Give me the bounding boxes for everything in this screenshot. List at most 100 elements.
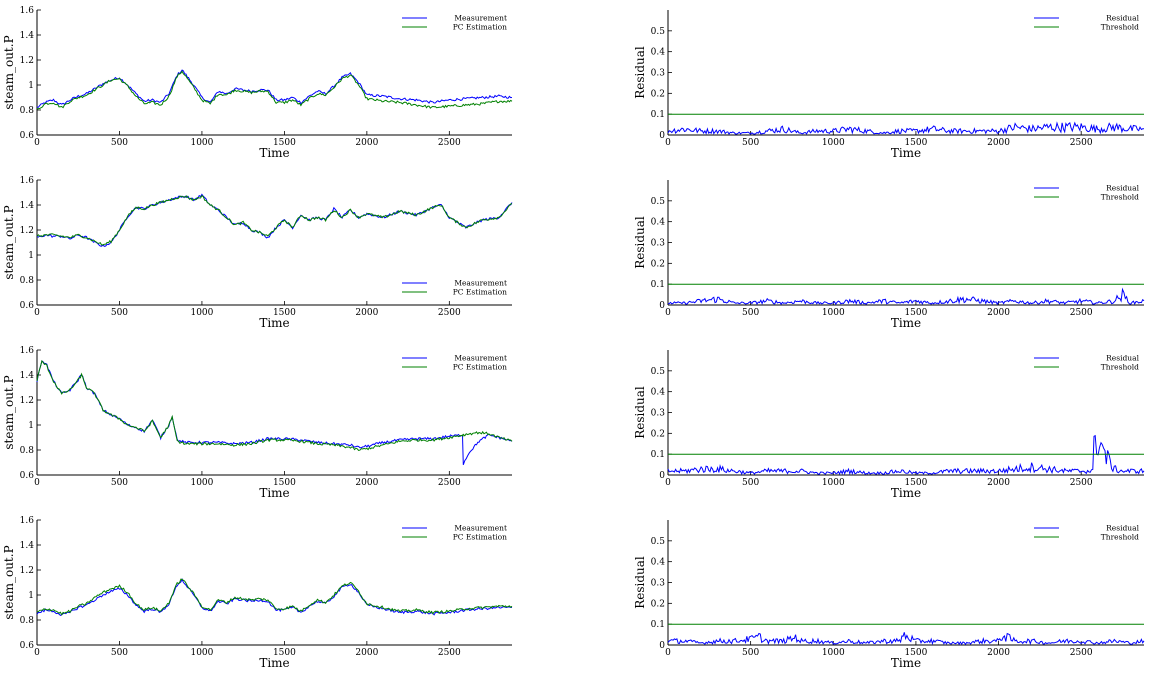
y-tick-label: 1.6 — [20, 176, 35, 186]
y-tick-label: 1.2 — [20, 226, 34, 236]
x-tick-label: 0 — [665, 648, 671, 658]
x-tick-label: 500 — [111, 648, 128, 658]
x-tick-label: 2500 — [1070, 648, 1093, 658]
x-tick-label: 2500 — [1070, 138, 1093, 148]
x-tick-label: 1000 — [190, 478, 213, 488]
y-tick-label: 0 — [659, 301, 665, 311]
x-tick-label: 500 — [111, 478, 128, 488]
y-axis-label: Residual — [633, 386, 647, 439]
legend-label: Measurement — [454, 14, 507, 23]
x-tick-label: 500 — [742, 308, 759, 318]
y-tick-label: 0.3 — [651, 409, 666, 419]
y-axis-label: Residual — [633, 46, 647, 99]
chart-panel-right-1: 0 500 1000 1500 2000 2500 0 0.1 0.2 0.3 0.4 0.5 Time… — [633, 10, 1144, 160]
chart-panel-right-4: 0 500 1000 1500 2000 2500 0 0.1 0.2 0.3 0.4 0.5 Time… — [633, 520, 1145, 670]
x-tick-label: 2500 — [1070, 308, 1093, 318]
y-axis-label: steam_out.P — [2, 205, 16, 279]
chart-panel-left-4: 0 500 1000 1500 2000 2500 0.6 0.8 1 1.2 1.4 1.6 Time… — [2, 516, 513, 670]
y-tick-label: 0.1 — [651, 620, 665, 630]
legend-label: PC Estimation — [453, 363, 507, 372]
x-tick-label: 1500 — [904, 478, 927, 488]
y-tick-label: 0.8 — [20, 106, 35, 116]
series-line-residual — [667, 121, 1144, 135]
legend-label: Threshold — [1101, 193, 1139, 202]
legend-label: Residual — [1106, 14, 1139, 23]
series-line-measurement — [36, 193, 513, 247]
series-line-pc-estimation — [36, 70, 513, 110]
y-axis-label: steam_out.P — [2, 545, 16, 619]
y-tick-label: 0.4 — [651, 388, 666, 398]
legend-label: Residual — [1106, 354, 1139, 363]
y-tick-label: 0.2 — [651, 429, 665, 439]
x-tick-label: 500 — [742, 138, 759, 148]
series-line-residual — [667, 287, 1145, 306]
y-tick-label: 0.5 — [651, 367, 666, 377]
legend-label: Measurement — [454, 354, 507, 363]
x-axis-label: Time — [259, 146, 289, 160]
x-tick-label: 2000 — [355, 648, 378, 658]
chart-panel-left-3: 0 500 1000 1500 2000 2500 0.6 0.8 1 1.2 1.4 1.6 Time… — [2, 346, 513, 500]
x-axis-label: Time — [259, 656, 289, 670]
x-tick-label: 1000 — [822, 308, 845, 318]
y-tick-label: 1 — [28, 591, 34, 601]
y-tick-label: 0.6 — [20, 641, 35, 651]
legend-label: Measurement — [454, 524, 507, 533]
y-axis-label: steam_out.P — [2, 35, 16, 109]
y-tick-label: 0.6 — [20, 301, 35, 311]
chart-panel-right-3: 0 500 1000 1500 2000 2500 0 0.1 0.2 0.3 0.4 0.5 Time… — [633, 350, 1145, 500]
legend-label: PC Estimation — [453, 23, 507, 32]
x-tick-label: 2000 — [355, 478, 378, 488]
x-tick-label: 1000 — [190, 308, 213, 318]
y-tick-label: 1.6 — [20, 6, 35, 16]
x-tick-label: 500 — [742, 478, 759, 488]
x-tick-label: 0 — [34, 478, 40, 488]
y-tick-label: 1 — [28, 421, 34, 431]
x-tick-label: 2000 — [355, 308, 378, 318]
y-tick-label: 1.4 — [20, 371, 35, 381]
x-tick-label: 2500 — [438, 648, 461, 658]
x-axis-label: Time — [891, 316, 921, 330]
y-tick-label: 1.2 — [20, 396, 34, 406]
y-tick-label: 0 — [659, 131, 665, 141]
series-line-pc-estimation — [36, 578, 513, 616]
x-tick-label: 500 — [742, 648, 759, 658]
y-axis-label: Residual — [633, 216, 647, 269]
x-tick-label: 0 — [665, 138, 671, 148]
y-tick-label: 0.3 — [651, 579, 666, 589]
y-tick-label: 0.8 — [20, 616, 35, 626]
series-line-measurement — [36, 360, 513, 465]
y-tick-label: 0.6 — [20, 471, 35, 481]
y-tick-label: 1.4 — [20, 541, 35, 551]
x-axis-label: Time — [259, 316, 289, 330]
legend-label: Measurement — [454, 279, 507, 288]
x-tick-label: 0 — [34, 648, 40, 658]
x-tick-label: 1500 — [273, 478, 296, 488]
series-line-residual — [667, 632, 1145, 646]
y-tick-label: 1.6 — [20, 516, 35, 526]
series-line-residual — [667, 434, 1145, 476]
x-tick-label: 1000 — [190, 648, 213, 658]
y-tick-label: 1 — [28, 81, 34, 91]
chart-panel-right-2: 0 500 1000 1500 2000 2500 0 0.1 0.2 0.3 0.4 0.5 Time… — [633, 180, 1145, 330]
y-tick-label: 1.2 — [20, 56, 34, 66]
y-tick-label: 0.1 — [651, 110, 665, 120]
x-tick-label: 1500 — [904, 648, 927, 658]
x-tick-label: 0 — [665, 478, 671, 488]
x-tick-label: 0 — [34, 308, 40, 318]
x-tick-label: 0 — [34, 138, 40, 148]
y-tick-label: 0 — [659, 641, 665, 651]
y-tick-label: 0.8 — [20, 446, 35, 456]
x-tick-label: 1500 — [904, 138, 927, 148]
y-tick-label: 0.4 — [651, 48, 666, 58]
legend-label: Threshold — [1101, 23, 1139, 32]
x-tick-label: 500 — [111, 138, 128, 148]
x-tick-label: 1500 — [273, 308, 296, 318]
legend-label: PC Estimation — [453, 533, 507, 542]
y-axis-label: steam_out.P — [2, 375, 16, 449]
y-tick-label: 1.2 — [20, 566, 34, 576]
